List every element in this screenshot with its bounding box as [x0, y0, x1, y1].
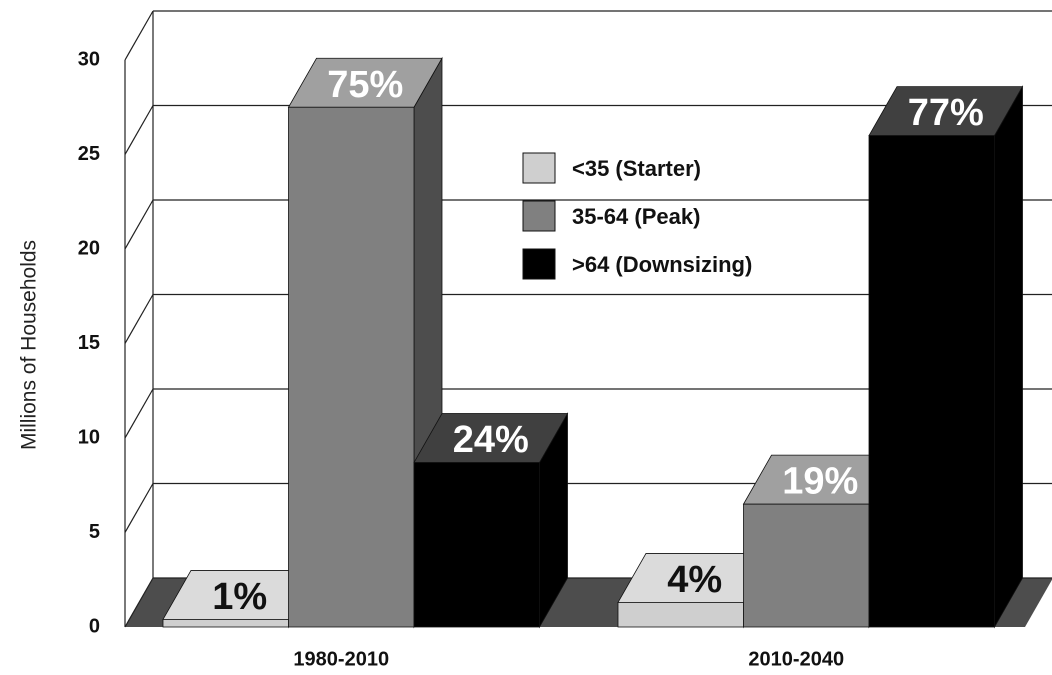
bar-front — [743, 503, 870, 628]
bar — [287, 56, 443, 629]
y-axis-title: Millions of Households — [18, 240, 41, 450]
data-label: 77% — [908, 92, 984, 134]
y-tick-label: 15 — [78, 332, 100, 354]
grid-line — [124, 199, 154, 250]
x-tick-label: 2010-2040 — [748, 648, 844, 670]
y-tick-label: 0 — [89, 615, 100, 637]
bar-front — [617, 602, 744, 628]
legend-label: >64 (Downsizing) — [572, 252, 752, 277]
y-tick-label: 20 — [78, 237, 100, 259]
y-tick-label: 30 — [78, 48, 100, 70]
data-label: 4% — [667, 559, 722, 601]
y-tick-label: 25 — [78, 143, 100, 165]
bar-front — [288, 106, 415, 628]
y-tick-label: 5 — [89, 521, 100, 543]
data-label: 75% — [327, 64, 403, 106]
y-tick-label: 10 — [78, 426, 100, 448]
legend-label: 35-64 (Peak) — [572, 204, 700, 229]
bar — [868, 85, 1024, 629]
legend-swatch — [522, 152, 556, 184]
grid-line — [124, 577, 154, 628]
grid-line — [124, 10, 154, 61]
bar-front — [162, 619, 289, 628]
x-tick-label: 1980-2010 — [293, 648, 389, 670]
grid-line — [124, 388, 154, 439]
grid-line — [124, 105, 154, 155]
legend-swatch — [522, 248, 556, 280]
bar-side — [994, 85, 1023, 629]
data-label: 24% — [453, 419, 529, 461]
data-label: 19% — [782, 461, 858, 503]
bar-front — [868, 135, 995, 628]
grid-line — [124, 483, 154, 533]
grid-line — [124, 294, 154, 344]
bar-front — [413, 462, 540, 628]
legend-swatch — [522, 200, 556, 232]
data-label: 1% — [212, 576, 267, 618]
bar — [413, 412, 569, 629]
legend-label: <35 (Starter) — [572, 156, 701, 181]
